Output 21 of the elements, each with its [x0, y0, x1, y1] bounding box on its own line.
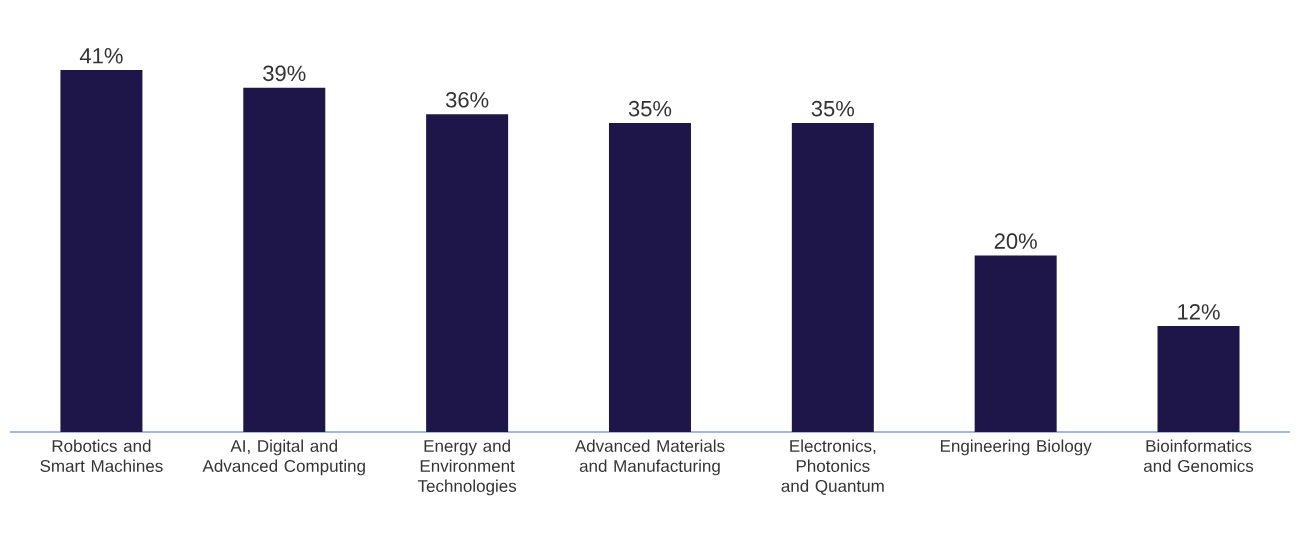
data-label: 36% [445, 92, 489, 108]
bar [974, 255, 1057, 432]
bar [791, 122, 874, 432]
x-tick-label: Energy and Environment Technologies [417, 439, 517, 496]
data-label: 41% [79, 48, 123, 64]
bar [608, 122, 691, 432]
x-tick-label: Robotics and Smart Machines [40, 439, 163, 473]
data-label: 35% [811, 100, 855, 117]
x-tick-label: Engineering Biology [940, 439, 1092, 456]
x-tick-label: Bioinformatics and Genomics [1143, 439, 1254, 473]
data-label: 39% [263, 65, 306, 82]
data-label: 35% [628, 100, 672, 117]
x-tick-label: Advanced Materials and Manufacturing [574, 439, 725, 476]
bar [1157, 326, 1240, 432]
data-label: 12% [1178, 304, 1220, 320]
data-label: 20% [994, 233, 1037, 249]
bar [60, 69, 143, 432]
x-tick-label: Electronics, Photonics and Quantum [781, 439, 884, 496]
bar [243, 87, 326, 432]
bar [426, 114, 509, 432]
x-tick-label: AI, Digital and Advanced Computing [202, 439, 365, 476]
